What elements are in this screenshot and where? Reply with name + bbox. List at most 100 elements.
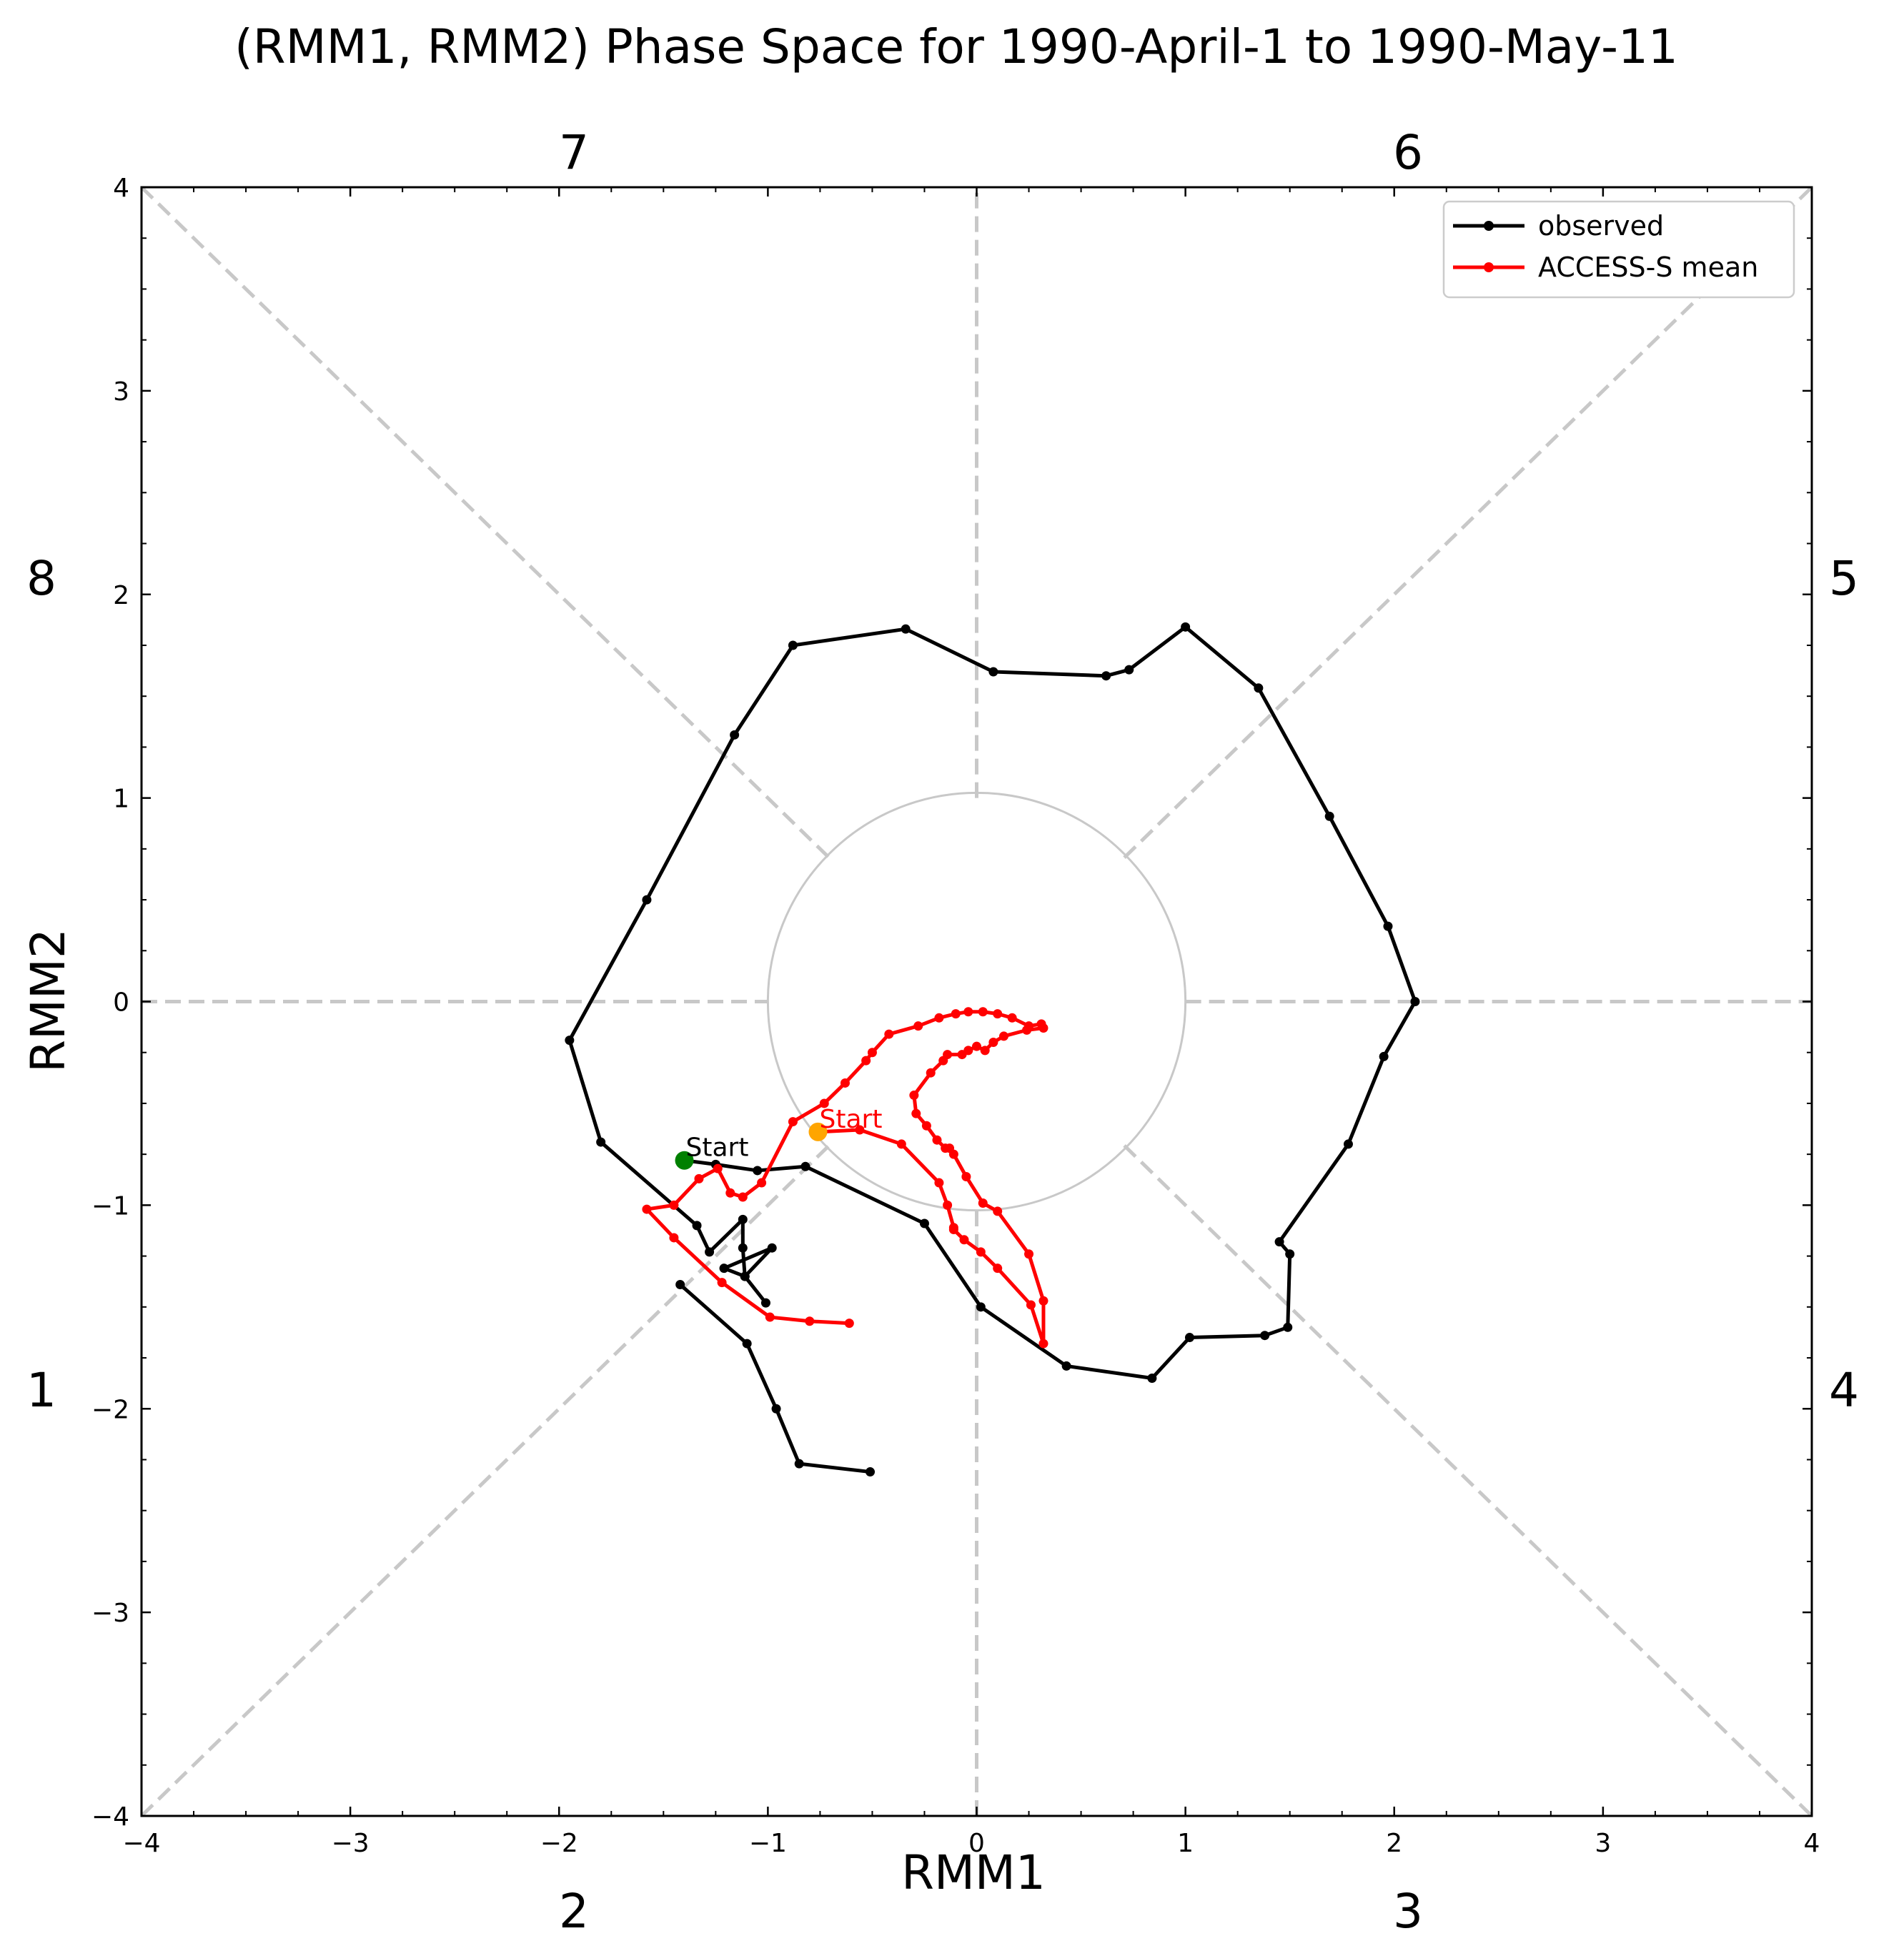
ref-line-diag-tr xyxy=(1123,186,1813,859)
series-access-s-mean-point xyxy=(669,1200,679,1210)
series-observed-tail-point xyxy=(675,1279,685,1289)
series-access-s-mean-point xyxy=(1024,1249,1034,1259)
series-access-s-mean-point xyxy=(993,1206,1003,1216)
series-observed-point xyxy=(1379,1051,1389,1061)
series-access-s-mean-point xyxy=(921,1121,931,1131)
series-observed-tail-line xyxy=(679,1283,871,1474)
x-tick-label: 4 xyxy=(1804,1829,1820,1858)
phase-label-7: 7 xyxy=(559,125,589,180)
series-observed-point xyxy=(1260,1331,1270,1341)
series-access-s-mean-point xyxy=(943,1200,953,1210)
x-tick-label: 3 xyxy=(1595,1829,1611,1858)
series-access-s-mean-point xyxy=(788,1117,798,1127)
unit-circle xyxy=(766,791,1187,1212)
series-observed-point xyxy=(1383,921,1393,931)
series-access-s-mean-point xyxy=(844,1319,854,1329)
series-access-s-mean-point xyxy=(980,1046,990,1056)
series-observed-point xyxy=(1254,683,1264,693)
y-tick-label: −3 xyxy=(91,1599,129,1628)
series-observed-point xyxy=(705,1247,715,1257)
series-observed-point xyxy=(1410,997,1420,1006)
series-access-s-mean-start-label: Start xyxy=(819,1105,882,1134)
legend-label-observed: observed xyxy=(1538,210,1664,242)
series-access-s-mean-point xyxy=(926,1068,936,1078)
series-access-s-mean-point xyxy=(694,1173,704,1183)
series-access-s-mean-point xyxy=(978,1007,988,1017)
series-access-s-mean-point xyxy=(840,1078,850,1088)
ref-line-diag-br xyxy=(1123,1144,1813,1817)
series-access-s-mean-point xyxy=(867,1048,877,1058)
series-access-s-mean-point xyxy=(909,1091,919,1101)
series-observed-point xyxy=(596,1137,606,1147)
phase-label-2: 2 xyxy=(559,1884,589,1939)
axis-ticks: −4 −3 −2 −1 0 1 2 3 4 −4 −3 −2 −1 0 1 2 3 4 xyxy=(91,174,1820,1858)
y-tick-label: 3 xyxy=(113,377,129,407)
series-observed-point xyxy=(901,624,911,634)
series-observed-point xyxy=(740,1271,750,1281)
legend-marker-access-s-mean xyxy=(1484,262,1494,272)
y-tick-label: −2 xyxy=(91,1395,129,1424)
legend-box xyxy=(1442,200,1795,299)
chart-title: (RMM1, RMM2) Phase Space for 1990-April-… xyxy=(234,19,1678,74)
series-access-s-mean-point xyxy=(976,1247,986,1257)
phase-label-3: 3 xyxy=(1393,1884,1423,1939)
series-access-s-mean-point xyxy=(1024,1021,1034,1031)
y-tick-label: 4 xyxy=(113,174,129,203)
series-observed-point xyxy=(976,1302,986,1312)
series-access-s-mean-point xyxy=(913,1021,923,1031)
series-observed-point xyxy=(1343,1139,1353,1149)
series-access-s-mean-point xyxy=(934,1178,944,1188)
series-access-s-mean-line xyxy=(645,1010,1046,1346)
y-tick-label: −1 xyxy=(91,1191,129,1221)
series-observed-point xyxy=(753,1166,763,1176)
series-access-s-mean-point xyxy=(988,1037,998,1047)
series-access-s-mean-point xyxy=(961,1171,971,1181)
series-access-s-mean-point xyxy=(642,1204,652,1214)
series-observed-point xyxy=(1283,1322,1293,1332)
series-access-s-mean-point xyxy=(972,1041,981,1051)
series-access-s-mean-point xyxy=(998,1031,1008,1041)
series-observed-tail-point xyxy=(771,1404,781,1414)
series-observed-start-label: Start xyxy=(686,1133,749,1163)
series-observed-point xyxy=(1285,1249,1295,1259)
plot-frame xyxy=(140,186,1813,1817)
series-observed-point xyxy=(1181,622,1191,632)
x-tick-label: −3 xyxy=(332,1829,370,1858)
series-access-s-mean-point xyxy=(669,1233,679,1243)
series-observed-point xyxy=(642,895,652,905)
series-access-s-mean-point xyxy=(943,1050,953,1060)
series-observed-point xyxy=(988,667,998,677)
series-access-s-mean-point xyxy=(963,1007,973,1017)
series-observed-point xyxy=(788,640,798,650)
series-observed-tail-point xyxy=(794,1459,804,1469)
y-tick-label: 0 xyxy=(113,988,129,1018)
x-tick-label: 2 xyxy=(1386,1829,1402,1858)
series-observed-point xyxy=(730,730,740,740)
x-tick-label: −1 xyxy=(749,1829,787,1858)
series-access-s-mean-point xyxy=(911,1108,921,1118)
phase-label-5: 5 xyxy=(1829,551,1859,606)
series-observed-point xyxy=(719,1264,729,1274)
legend: observed ACCESS-S mean xyxy=(1442,200,1795,299)
series-access-s-mean-point xyxy=(819,1098,829,1108)
series-observed-point xyxy=(738,1243,748,1253)
series-observed-point xyxy=(800,1161,810,1171)
series-access-s-mean-point xyxy=(993,1009,1003,1019)
x-tick-label: 0 xyxy=(968,1829,985,1858)
series-observed-tail-point xyxy=(866,1467,876,1477)
phase-label-1: 1 xyxy=(26,1363,56,1418)
series-observed-start-marker xyxy=(675,1151,694,1170)
series-observed-point xyxy=(565,1036,575,1046)
series-observed-point xyxy=(738,1214,748,1224)
series-access-s-mean-point xyxy=(934,1013,944,1023)
series-access-s-mean-point xyxy=(978,1198,988,1208)
series-observed-point xyxy=(1147,1374,1157,1384)
series-access-s-mean-point xyxy=(963,1046,973,1056)
y-tick-label: 1 xyxy=(113,785,129,814)
series-access-s-mean-point xyxy=(951,1009,961,1019)
series-observed-line xyxy=(567,625,1417,1381)
series-access-s-mean-point xyxy=(757,1178,767,1188)
series-observed-point xyxy=(692,1221,702,1231)
series-access-s-mean-point xyxy=(941,1143,951,1153)
